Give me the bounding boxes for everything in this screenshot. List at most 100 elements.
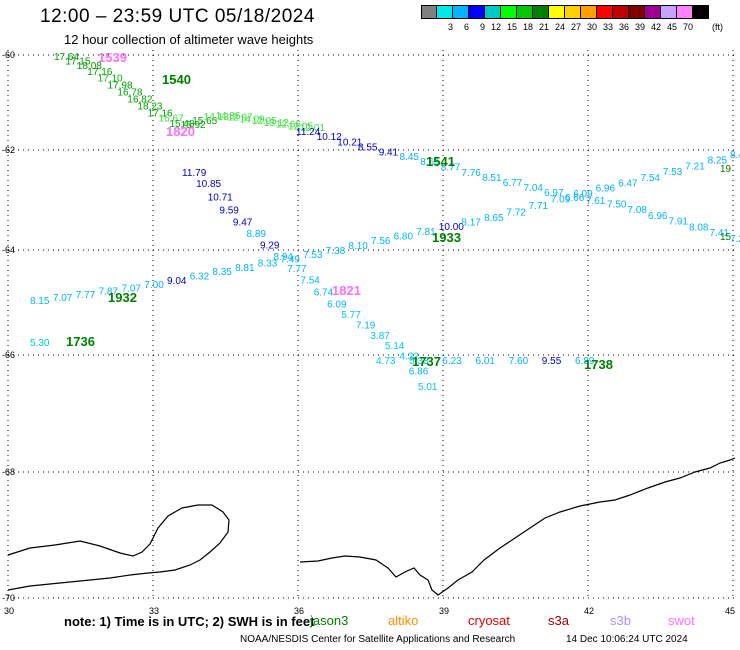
latitude-label: -68	[2, 467, 15, 477]
antarctic-coastline-east	[299, 457, 736, 596]
swh-value: 15.65	[192, 116, 217, 127]
scale-label: 15	[506, 22, 517, 32]
swh-value: 14.09	[240, 114, 265, 125]
swh-value: 17.16	[87, 67, 112, 78]
swh-value: 10.12	[317, 132, 342, 143]
swh-value: 10.71	[208, 192, 233, 203]
pass-time-label: 1736	[66, 334, 95, 349]
swh-value: 16.82	[127, 95, 152, 106]
latitude-label: -62	[2, 145, 15, 155]
scale-label: 9	[479, 22, 485, 32]
credit-line: NOAA/NESDIS Center for Satellite Applica…	[240, 634, 516, 645]
generation-timestamp: 14 Dec 10:06:24 UTC 2024	[566, 634, 688, 645]
swh-value: 3.87	[370, 331, 390, 342]
pass-time-label: 1820	[166, 124, 195, 139]
swh-value: 8.81	[235, 263, 255, 274]
latitude-label: -60	[2, 50, 15, 60]
swh-value: 7.71	[529, 201, 549, 212]
scale-label: 12	[490, 22, 501, 32]
swh-value: 6.09	[327, 299, 347, 310]
scale-swatch	[581, 5, 597, 19]
swh-value: 12.05	[288, 121, 313, 132]
swh-value: 10.00	[439, 222, 464, 233]
swh-value: 7.38	[326, 246, 346, 257]
scale-label: 6	[463, 22, 469, 32]
scale-swatch	[693, 5, 709, 19]
swh-value: 7.08	[628, 205, 648, 216]
swh-value: 6.89	[575, 356, 595, 367]
swh-value: 6.96	[648, 211, 668, 222]
longitude-label: 33	[149, 606, 159, 616]
scale-unit: (ft)	[712, 22, 723, 32]
map-subtitle: 12 hour collection of altimeter wave hei…	[64, 32, 314, 47]
map-title: 12:00 – 23:59 UTC 05/18/2024	[40, 6, 315, 27]
swh-value: 6.32	[190, 272, 210, 283]
swh-value: 8.17	[461, 218, 481, 229]
swh-value: 7.76	[461, 168, 481, 179]
swh-value: 15	[720, 232, 732, 243]
pass-time-label: 1541	[426, 154, 455, 169]
swh-value: 6.74	[314, 288, 334, 299]
swh-value: 7.81	[416, 227, 436, 238]
swh-value: 17.15	[65, 56, 90, 67]
swh-value: 13.12	[264, 118, 289, 129]
scale-swatch	[645, 5, 661, 19]
scale-label: 3	[447, 22, 453, 32]
map-grid: 30 33 36 39 42 45 -60 -62 -64 -66 -68 -70	[2, 50, 735, 616]
pass-time-label: 1933	[432, 230, 461, 245]
latitude-label: -64	[2, 245, 15, 255]
swh-value: 17.98	[108, 80, 133, 91]
swh-value: 7.26	[730, 234, 740, 245]
wave-height-scale-labels: 3 6 9 12 15 18 21 24 27 30 33 36 39 42 45 70	[421, 22, 709, 32]
scale-label: 30	[586, 22, 597, 32]
swh-value: 8.45	[400, 152, 420, 163]
swh-value: 5.30	[30, 338, 50, 349]
longitude-label: 39	[439, 606, 449, 616]
satellite-altiko: altiko	[388, 613, 419, 628]
swh-value: 8.55	[358, 143, 378, 154]
swh-value: 7.77	[76, 290, 96, 301]
swh-value: 7.54	[641, 173, 661, 184]
scale-label: 36	[618, 22, 629, 32]
scale-label: 42	[650, 22, 661, 32]
swh-value: 9.41	[379, 148, 399, 159]
swh-value: 9.29	[260, 241, 280, 252]
swh-value: 8.51	[482, 173, 502, 184]
swh-value: 7.87	[99, 287, 119, 298]
swh-value: 8.08	[689, 222, 709, 233]
swh-value: 8.65	[484, 213, 504, 224]
satellite-jason3: jason3	[310, 613, 349, 628]
swh-value: 9.55	[542, 356, 562, 367]
swh-value: 10.21	[337, 137, 362, 148]
swh-value: 8.10	[348, 241, 368, 252]
satellite-swot: swot	[668, 613, 695, 628]
swh-value: 5.77	[341, 310, 361, 321]
swh-value: 12.01	[300, 123, 325, 134]
swh-value: 17.16	[148, 108, 173, 119]
swh-value: 6.80	[394, 231, 414, 242]
swh-value: 6.97	[544, 188, 564, 199]
swh-value: 6.23	[442, 356, 462, 367]
scale-swatch	[549, 5, 565, 19]
swh-value: 7.07	[53, 293, 73, 304]
swh-value: 7.19	[356, 321, 376, 332]
longitude-label: 30	[4, 606, 14, 616]
longitude-label: 45	[725, 606, 735, 616]
swh-value: 8.4	[730, 150, 740, 161]
swh-value: 7.61	[586, 196, 606, 207]
scale-label: 27	[570, 22, 581, 32]
scale-label: 70	[682, 22, 693, 32]
scale-label: 18	[522, 22, 533, 32]
scale-swatch	[453, 5, 469, 19]
scale-swatch	[501, 5, 517, 19]
swh-value: 9.04	[167, 276, 187, 287]
swh-value: 7.53	[303, 250, 323, 261]
swh-value: 17.64	[54, 52, 79, 63]
swh-value: 6.47	[618, 178, 638, 189]
swh-value: 7.50	[607, 200, 627, 211]
swh-value: 7.41	[710, 228, 730, 239]
swh-value: 19	[720, 164, 732, 175]
swh-value: 12.97	[228, 113, 253, 124]
swh-value: 8.89	[247, 229, 267, 240]
